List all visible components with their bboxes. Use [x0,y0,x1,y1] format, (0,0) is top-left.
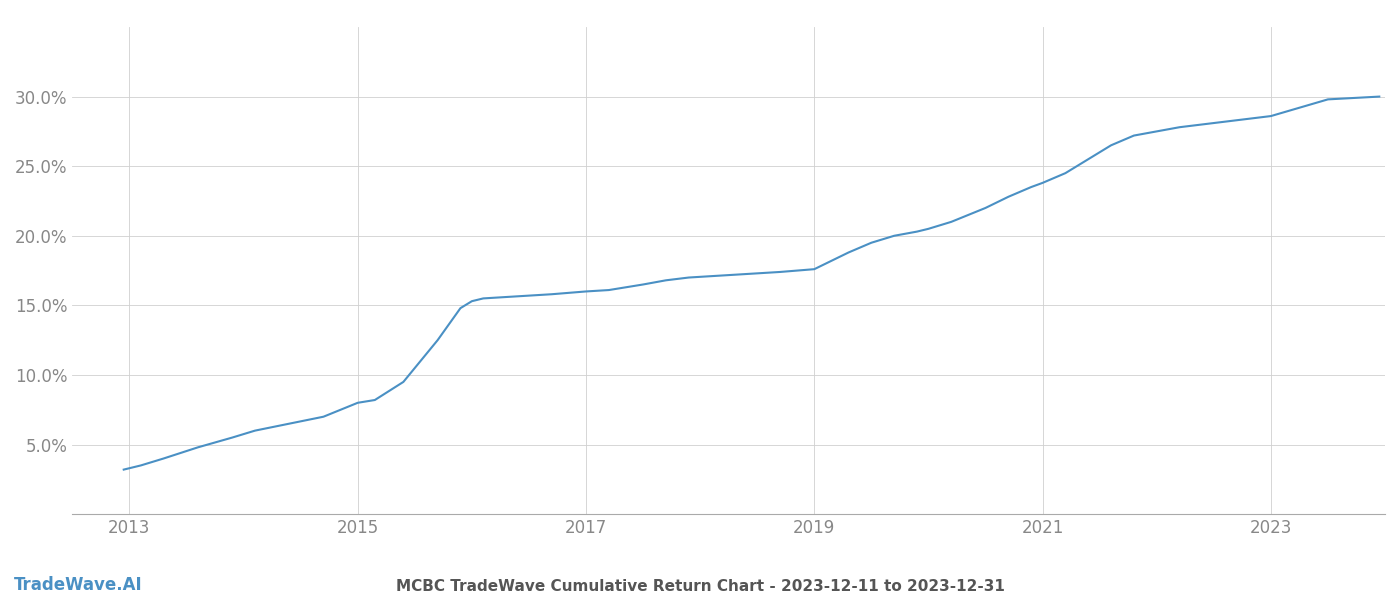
Text: TradeWave.AI: TradeWave.AI [14,576,143,594]
Text: MCBC TradeWave Cumulative Return Chart - 2023-12-11 to 2023-12-31: MCBC TradeWave Cumulative Return Chart -… [396,579,1004,594]
